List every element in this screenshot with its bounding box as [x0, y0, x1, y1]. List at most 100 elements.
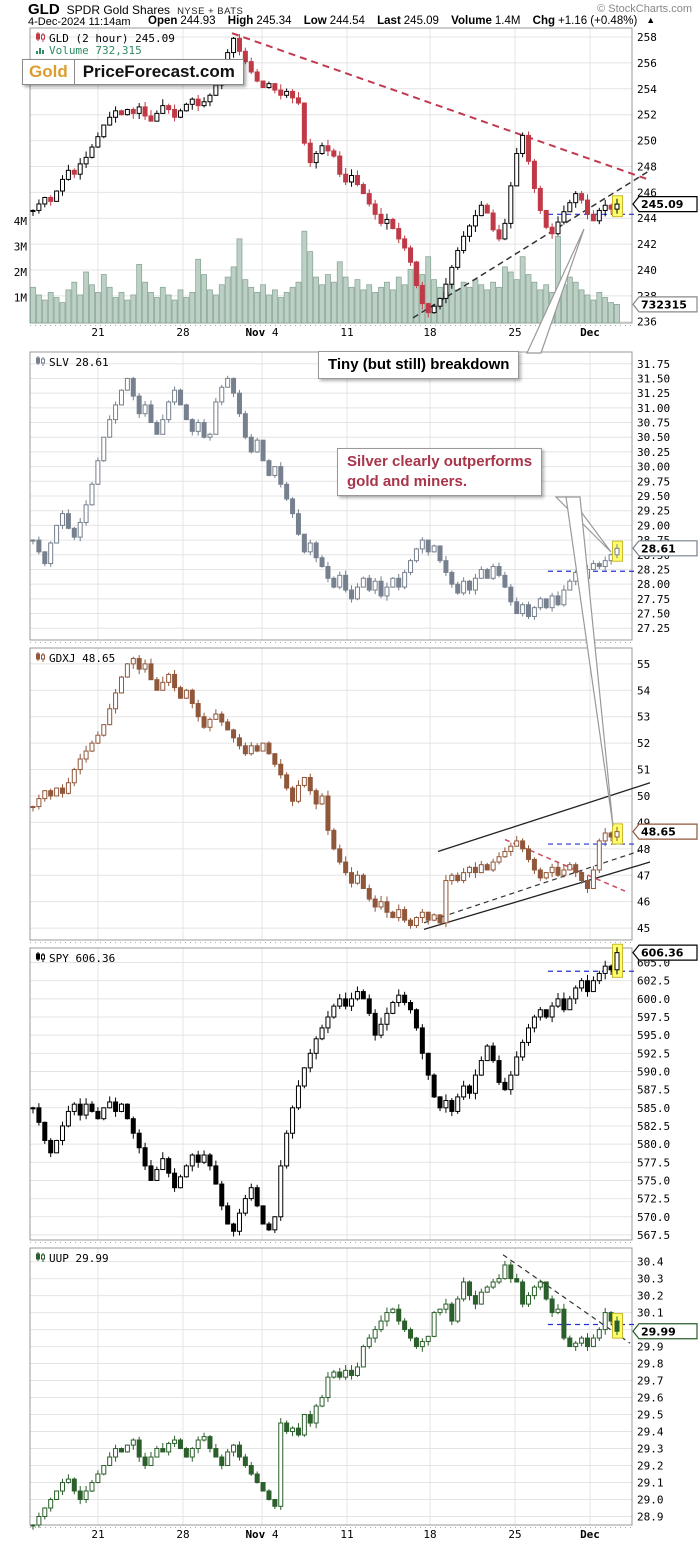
candle-body: [207, 1436, 213, 1450]
candle-body: [437, 545, 443, 562]
y-axis-tick-label: 30.00: [637, 461, 670, 474]
candle-body: [561, 998, 567, 1011]
candle-body: [514, 840, 520, 847]
candlestick-icon: [41, 654, 45, 660]
volume-bar: [177, 289, 184, 324]
candle-body: [295, 97, 301, 104]
volume-bar: [401, 284, 408, 324]
candle-body: [248, 745, 254, 755]
candle-body: [154, 1169, 160, 1181]
y-axis-tick-label: 52: [637, 737, 650, 750]
candle-body: [325, 1376, 331, 1399]
candle-body: [95, 1110, 101, 1120]
volume-bar: [572, 281, 579, 324]
candle-body: [183, 404, 189, 421]
candle-body: [77, 758, 83, 771]
goldpriceforecast-logo[interactable]: Gold PriceForecast.com: [22, 59, 244, 85]
volume-bar: [159, 286, 166, 324]
candle-body: [30, 1107, 36, 1110]
candle-body: [189, 1154, 195, 1167]
candle-body: [537, 187, 543, 211]
candle-body: [113, 692, 119, 710]
volume-bar: [254, 292, 261, 324]
candle-body: [490, 566, 496, 579]
stockcharts-credit-link[interactable]: © StockCharts.com: [597, 3, 692, 15]
candle-body: [555, 221, 561, 235]
candle-body: [585, 980, 591, 993]
candle-body: [455, 1298, 461, 1322]
y-axis-tick-label: 54: [637, 684, 651, 697]
quote-low: Low 244.54: [303, 15, 365, 27]
volume-bar: [77, 294, 84, 324]
candle-body: [502, 1264, 508, 1280]
y-axis-tick-label: 31.25: [637, 387, 670, 400]
candlestick-icon: [36, 1253, 40, 1260]
candle-body: [402, 1320, 408, 1331]
candle-body: [266, 460, 272, 476]
candle-body: [219, 1456, 225, 1467]
candle-body: [396, 228, 402, 240]
candle-body: [219, 386, 225, 403]
candle-body: [419, 1027, 425, 1054]
candle-body: [290, 90, 296, 99]
candle-body: [59, 1482, 65, 1492]
candle-body: [272, 466, 278, 476]
candle-body: [585, 880, 591, 889]
candle-body: [207, 1154, 213, 1167]
candle-body: [266, 1223, 272, 1231]
candle-body: [213, 84, 219, 96]
volume-bar: [260, 284, 266, 324]
volume-bar: [171, 299, 178, 324]
candle-body: [30, 806, 36, 809]
candle-body: [266, 1490, 272, 1501]
y-axis-tick-label: 28.25: [637, 563, 670, 576]
volume-bar: [525, 274, 532, 324]
candlestick-icon: [36, 33, 40, 40]
candle-body: [543, 872, 549, 879]
y-axis-tick-label: 28.9: [637, 1511, 664, 1524]
y-axis-tick-label: 256: [637, 57, 657, 70]
x-axis-label: Dec: [580, 326, 600, 339]
panel-background-gdxj: [30, 648, 632, 940]
candle-body: [413, 261, 419, 286]
candle-body: [36, 798, 42, 808]
candle-body: [419, 1340, 425, 1348]
candle-body: [71, 1103, 77, 1112]
volume-bar: [242, 279, 249, 324]
y-axis-tick-label: 250: [637, 135, 657, 148]
volume-bar: [608, 302, 614, 324]
candle-body: [549, 866, 555, 874]
candle-body: [390, 1308, 396, 1314]
candle-body: [160, 1158, 166, 1171]
candle-body: [307, 142, 313, 164]
y-axis-tick-label: 29.25: [637, 505, 670, 518]
candle-body: [490, 212, 496, 231]
volume-bar: [566, 276, 573, 324]
candlestick-icon: [41, 954, 45, 960]
candle-body: [59, 178, 65, 192]
candle-body: [496, 1278, 502, 1283]
candle-body: [207, 94, 213, 103]
candle-body: [319, 1397, 325, 1407]
candle-body: [213, 401, 219, 435]
volume-bar: [148, 292, 154, 324]
candle-body: [201, 422, 207, 438]
candle-body: [573, 987, 579, 1000]
candle-body: [195, 1439, 201, 1450]
candle-body: [231, 729, 237, 739]
candle-body: [325, 566, 331, 579]
y-axis-tick-label: 572.5: [637, 1193, 670, 1206]
candle-body: [567, 998, 573, 1011]
candle-body: [331, 1005, 337, 1018]
candle-body: [520, 1281, 526, 1305]
candle-body: [172, 1172, 178, 1189]
volume-bar: [478, 284, 485, 324]
candle-body: [472, 577, 478, 591]
candle-body: [555, 866, 561, 876]
volume-bar: [248, 286, 255, 324]
candle-body: [372, 1012, 378, 1036]
x-axis-label: 18: [423, 1528, 437, 1541]
candle-body: [496, 1060, 502, 1083]
candle-body: [266, 742, 272, 755]
candle-body: [319, 795, 325, 805]
